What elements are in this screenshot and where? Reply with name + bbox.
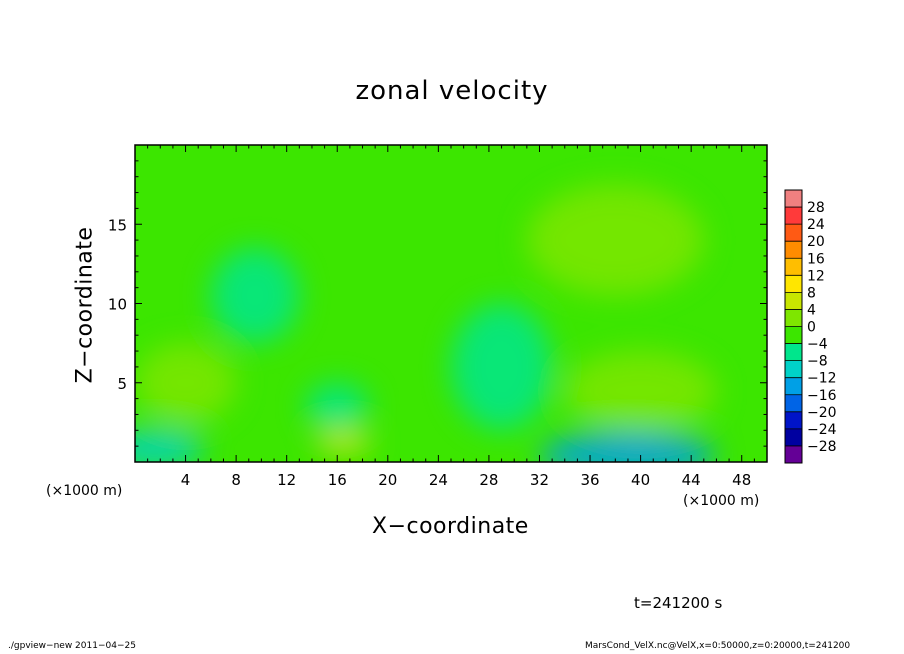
heatmap-field xyxy=(135,145,767,462)
x-unit-label-right: (×1000 m) xyxy=(683,493,760,509)
colorbar-swatch xyxy=(785,258,802,276)
chart-title: zonal velocity xyxy=(355,76,549,106)
x-tick-label: 28 xyxy=(479,471,498,489)
colorbar-swatch xyxy=(785,394,802,413)
y-tick-label: 10 xyxy=(108,296,127,314)
x-tick-label: 48 xyxy=(732,471,751,489)
x-tick-label: 4 xyxy=(181,471,191,489)
colorbar-label: −24 xyxy=(807,422,837,438)
field-bottom-left-cyan xyxy=(135,430,205,462)
x-unit-label-left: (×1000 m) xyxy=(46,483,123,499)
colorbar-label: −8 xyxy=(807,354,828,370)
colorbar-label: −4 xyxy=(807,337,828,353)
colorbar-swatch xyxy=(785,292,802,310)
footer-right: MarsCond_VelX.nc@VelX,x=0:50000,z=0:2000… xyxy=(585,641,851,651)
x-axis-label: X−coordinate xyxy=(372,514,529,539)
colorbar-swatch xyxy=(785,309,802,327)
footer-left: ./gpview−new 2011−04−25 xyxy=(8,641,136,651)
field-right-yellow xyxy=(564,351,717,431)
colorbar-label: −28 xyxy=(807,439,837,455)
y-tick-label: 15 xyxy=(108,216,127,234)
colorbar-swatch xyxy=(785,411,802,430)
time-label: t=241200 s xyxy=(634,594,723,612)
x-tick-label: 24 xyxy=(429,471,448,489)
x-tick-label: 8 xyxy=(231,471,241,489)
field-yellow-patch xyxy=(315,430,372,456)
field-upper-left-cyan xyxy=(210,248,300,344)
x-tick-label: 12 xyxy=(277,471,296,489)
colorbar-label: 8 xyxy=(807,285,816,301)
field-left-mid-yellow xyxy=(135,343,237,423)
colorbar-swatch xyxy=(785,445,802,464)
colorbar-swatch xyxy=(785,224,802,242)
colorbar-swatch xyxy=(785,360,802,378)
colorbar-label: 0 xyxy=(807,320,816,336)
colorbar-label: 28 xyxy=(807,200,825,216)
colorbar-label: 4 xyxy=(807,302,816,318)
x-tick-label: 44 xyxy=(682,471,701,489)
colorbar-swatch xyxy=(785,190,802,208)
colorbar-swatch xyxy=(785,241,802,259)
field-bottom-cyan-blob xyxy=(539,431,717,462)
colorbar-label: −12 xyxy=(807,371,837,387)
y-tick-label: 5 xyxy=(117,375,127,393)
x-tick-label: 36 xyxy=(580,471,599,489)
colorbar-label: 24 xyxy=(807,217,825,233)
colorbar-swatch xyxy=(785,207,802,225)
x-tick-label: 40 xyxy=(631,471,650,489)
field-right-green-top xyxy=(526,184,704,296)
colorbar-swatch xyxy=(785,343,802,361)
colorbar-label: −16 xyxy=(807,388,837,404)
colorbar-label: 16 xyxy=(807,251,825,267)
colorbar-swatch xyxy=(785,377,802,396)
colorbar-label: −20 xyxy=(807,405,837,421)
field-center-cyan xyxy=(451,303,553,431)
x-tick-label: 32 xyxy=(530,471,549,489)
colorbar-swatch xyxy=(785,428,802,447)
colorbar-label: 12 xyxy=(807,268,825,284)
colorbar-label: 20 xyxy=(807,234,825,250)
x-tick-label: 20 xyxy=(378,471,397,489)
field-mid-teal xyxy=(305,382,369,431)
colorbar-swatch xyxy=(785,275,802,293)
colorbar-swatch xyxy=(785,326,802,344)
x-tick-label: 16 xyxy=(328,471,347,489)
